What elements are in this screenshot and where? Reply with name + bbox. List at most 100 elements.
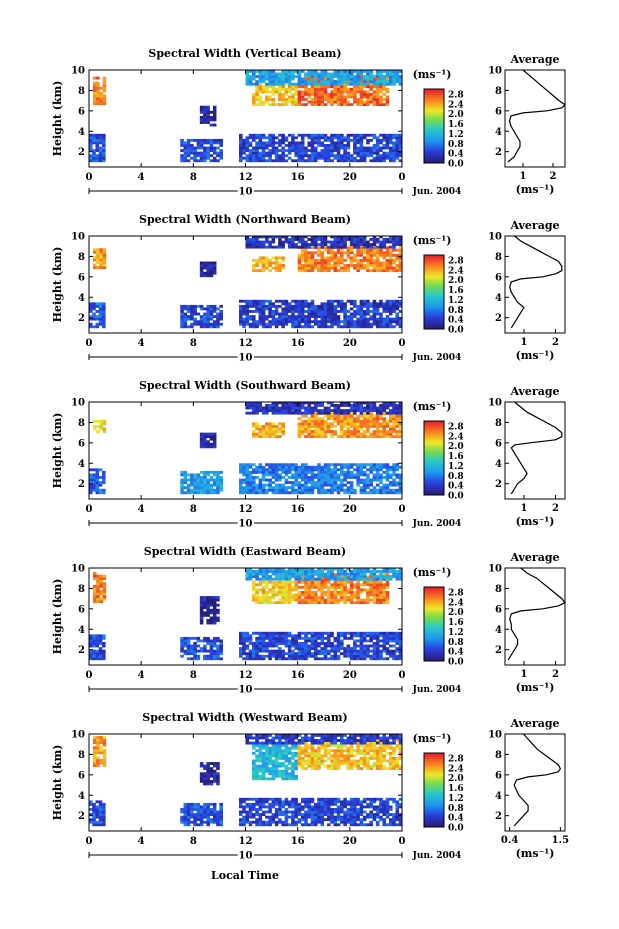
heatmap-cell	[310, 299, 315, 303]
heatmap-cell	[320, 404, 325, 407]
heatmap-cell	[379, 424, 383, 428]
heatmap-cell	[199, 435, 204, 439]
heatmap-cell	[287, 601, 292, 605]
x-tick-label: 8	[190, 172, 197, 183]
heatmap-cell	[388, 159, 393, 163]
heatmap-cell	[95, 473, 100, 477]
heatmap-cell	[333, 141, 338, 145]
heatmap-cell	[372, 430, 377, 433]
heatmap-cell	[343, 593, 347, 597]
heatmap-cell	[375, 245, 380, 249]
heatmap-cell	[330, 80, 334, 84]
heatmap-cell	[323, 90, 328, 94]
heatmap-cell	[281, 654, 285, 658]
heatmap-cell	[353, 432, 357, 436]
heatmap-cell	[245, 654, 250, 658]
heatmap-cell	[388, 404, 393, 407]
heatmap-cell	[180, 144, 184, 147]
heatmap-cell	[297, 417, 302, 421]
heatmap-cell	[356, 77, 360, 81]
heatmap-cell	[388, 304, 393, 308]
heatmap-cell	[359, 325, 364, 329]
heatmap-cell	[180, 154, 184, 158]
heatmap-cell	[271, 636, 276, 640]
heatmap-cell	[98, 156, 103, 160]
heatmap-cell	[183, 156, 188, 160]
heatmap-cell	[248, 77, 253, 81]
heatmap-cell	[300, 427, 305, 431]
heatmap-cell	[382, 422, 386, 426]
heatmap-cell	[248, 70, 253, 73]
heatmap-cell	[248, 310, 253, 313]
heatmap-cell	[323, 470, 328, 474]
colorbar-strip	[424, 267, 444, 271]
heatmap-cell	[336, 435, 341, 439]
heatmap-cell	[369, 146, 373, 150]
heatmap-cell	[281, 315, 285, 318]
heatmap-cell	[320, 585, 325, 589]
heatmap-cell	[238, 136, 243, 140]
heatmap-cell	[271, 596, 276, 599]
heatmap-cell	[333, 636, 338, 640]
heatmap-cell	[369, 264, 373, 267]
heatmap-cell	[203, 271, 207, 275]
heatmap-cell	[307, 406, 312, 410]
heatmap-cell	[385, 468, 390, 472]
heatmap-cell	[180, 304, 184, 308]
heatmap-cell	[388, 136, 393, 140]
heatmap-cell	[327, 642, 331, 645]
heatmap-cell	[271, 103, 276, 107]
heatmap-cell	[242, 652, 246, 656]
heatmap-cell	[323, 266, 328, 270]
heatmap-cell	[320, 307, 325, 311]
heatmap-cell	[255, 406, 259, 410]
heatmap-cell	[271, 427, 276, 431]
heatmap-cell	[203, 115, 207, 119]
heatmap-cell	[366, 141, 370, 145]
heatmap-cell	[327, 80, 331, 84]
heatmap-cell	[398, 430, 403, 433]
heatmap-cell	[92, 141, 96, 145]
heatmap-cell	[96, 261, 100, 264]
heatmap-cell	[102, 577, 107, 581]
heatmap-cell	[245, 240, 250, 244]
heatmap-cell	[297, 488, 302, 492]
heatmap-cell	[242, 631, 246, 635]
heatmap-cell	[369, 243, 373, 246]
heatmap-cell	[307, 654, 312, 658]
heatmap-cell	[271, 146, 276, 150]
panel-0: Spectral Width (Vertical Beam)Height (km…	[51, 47, 566, 200]
heatmap-cell	[291, 245, 295, 249]
heatmap-cell	[304, 90, 308, 94]
heatmap-cell	[366, 419, 370, 423]
heatmap-cell	[375, 427, 380, 431]
heatmap-cell	[392, 146, 396, 150]
heatmap-cell	[258, 642, 263, 645]
heatmap-cell	[336, 72, 341, 76]
heatmap-cell	[349, 580, 354, 584]
heatmap-cell	[287, 75, 292, 78]
heatmap-cell	[242, 657, 246, 661]
heatmap-cell	[307, 80, 312, 84]
heatmap-cell	[388, 427, 393, 431]
heatmap-cell	[304, 266, 308, 270]
heatmap-cell	[193, 657, 197, 661]
heatmap-cell	[382, 159, 386, 163]
heatmap-cell	[310, 243, 315, 246]
heatmap-cell	[317, 258, 321, 262]
heatmap-cell	[349, 322, 354, 326]
heatmap-cell	[372, 248, 377, 252]
heatmap-cell	[323, 243, 328, 246]
heatmap-cell	[307, 72, 312, 76]
heatmap-cell	[199, 476, 204, 479]
heatmap-cell	[307, 307, 312, 311]
heatmap-cell	[353, 404, 357, 407]
heatmap-cell	[317, 424, 321, 428]
heatmap-cell	[398, 652, 403, 656]
heatmap-cell	[216, 596, 220, 599]
heatmap-cell	[294, 299, 298, 303]
heatmap-cell	[284, 652, 289, 656]
heatmap-cell	[388, 417, 393, 421]
heatmap-cell	[353, 149, 357, 152]
heatmap-cell	[252, 642, 256, 645]
